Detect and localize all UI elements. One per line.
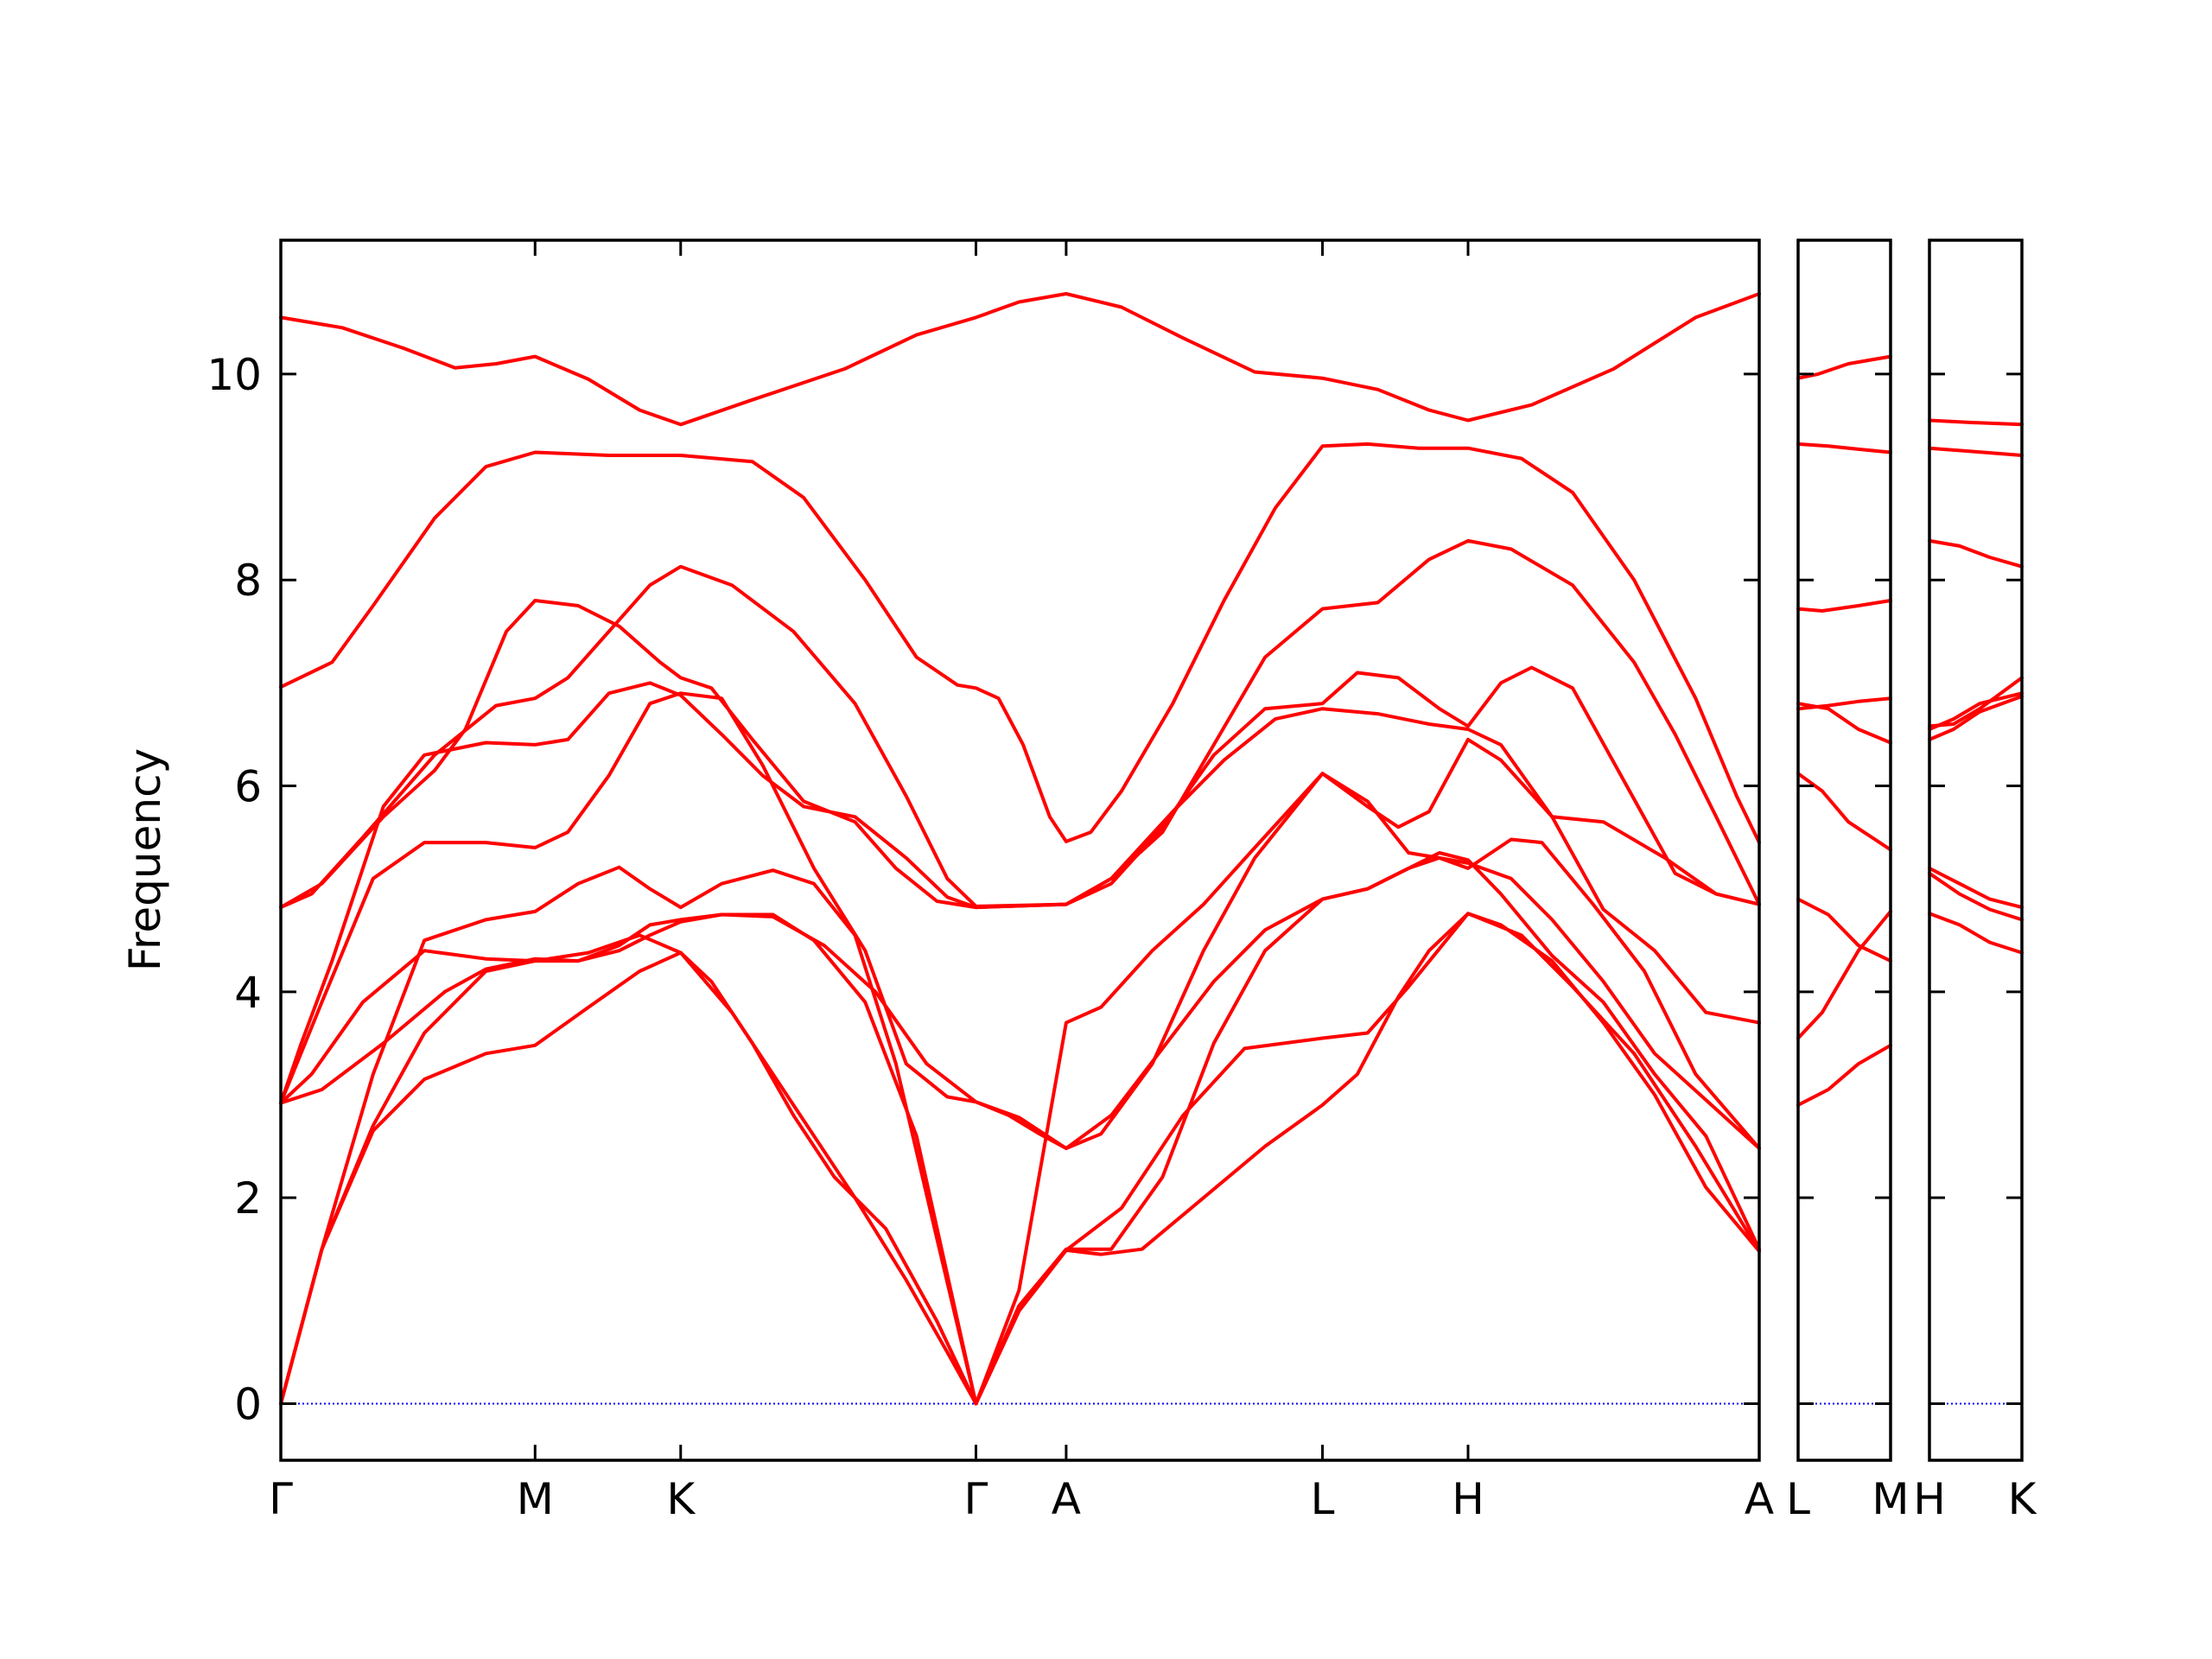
band-main-4 — [279, 599, 1761, 910]
y-tick-label: 8 — [234, 556, 262, 606]
band-HK-2 — [1928, 446, 2024, 457]
band-HK-1 — [1928, 418, 2024, 427]
band-LM-2 — [1796, 442, 1892, 454]
y-tick-label: 0 — [234, 1379, 262, 1429]
band-main-8 — [279, 851, 1761, 1406]
y-tick-label: 10 — [207, 350, 262, 400]
band-LM-5 — [1796, 696, 1892, 711]
band-LM-6 — [1796, 772, 1892, 852]
x-tick-label: Γ — [964, 1474, 988, 1524]
band-LM-7 — [1796, 897, 1892, 963]
y-axis-label: Frequency — [120, 748, 170, 971]
x-tick-label: K — [2008, 1474, 2037, 1524]
band-LM-3 — [1796, 599, 1892, 613]
x-tick-label: A — [1745, 1474, 1774, 1524]
band-HK-5 — [1928, 691, 2024, 731]
band-HK-6 — [1928, 694, 2024, 741]
y-tick-label: 4 — [234, 968, 262, 1018]
y-tick-label: 2 — [234, 1173, 262, 1224]
x-tick-label: M — [517, 1474, 554, 1524]
band-main-1 — [279, 292, 1761, 427]
band-HK-9 — [1928, 912, 2024, 955]
band-main-6 — [279, 691, 1761, 1150]
band-main-11 — [279, 912, 1761, 1406]
band-main-5 — [279, 681, 1761, 1105]
band-LM-4 — [1796, 702, 1892, 745]
x-tick-label: L — [1786, 1474, 1810, 1524]
band-LM-1 — [1796, 354, 1892, 380]
band-main-9 — [279, 912, 1761, 1406]
y-tick-label: 6 — [234, 762, 262, 812]
panel-frame — [279, 238, 1761, 1462]
band-LM-9 — [1796, 1043, 1892, 1107]
band-main-10 — [279, 855, 1761, 1150]
band-HK-7 — [1928, 866, 2024, 910]
band-HK-8 — [1928, 871, 2024, 922]
band-LM-8 — [1796, 909, 1892, 1040]
x-tick-label: M — [1872, 1474, 1909, 1524]
x-tick-label: L — [1311, 1474, 1335, 1524]
band-main-3 — [279, 538, 1761, 910]
band-main-2 — [279, 442, 1761, 845]
band-main-7 — [279, 772, 1761, 1406]
x-tick-label: A — [1052, 1474, 1081, 1524]
panel-frame — [1928, 238, 2024, 1462]
band-HK-3 — [1928, 538, 2024, 569]
x-tick-label: H — [1913, 1474, 1946, 1524]
x-tick-label: H — [1452, 1474, 1484, 1524]
x-tick-label: Γ — [269, 1474, 293, 1524]
panel-frame — [1796, 238, 1892, 1462]
x-tick-label: K — [666, 1474, 696, 1524]
